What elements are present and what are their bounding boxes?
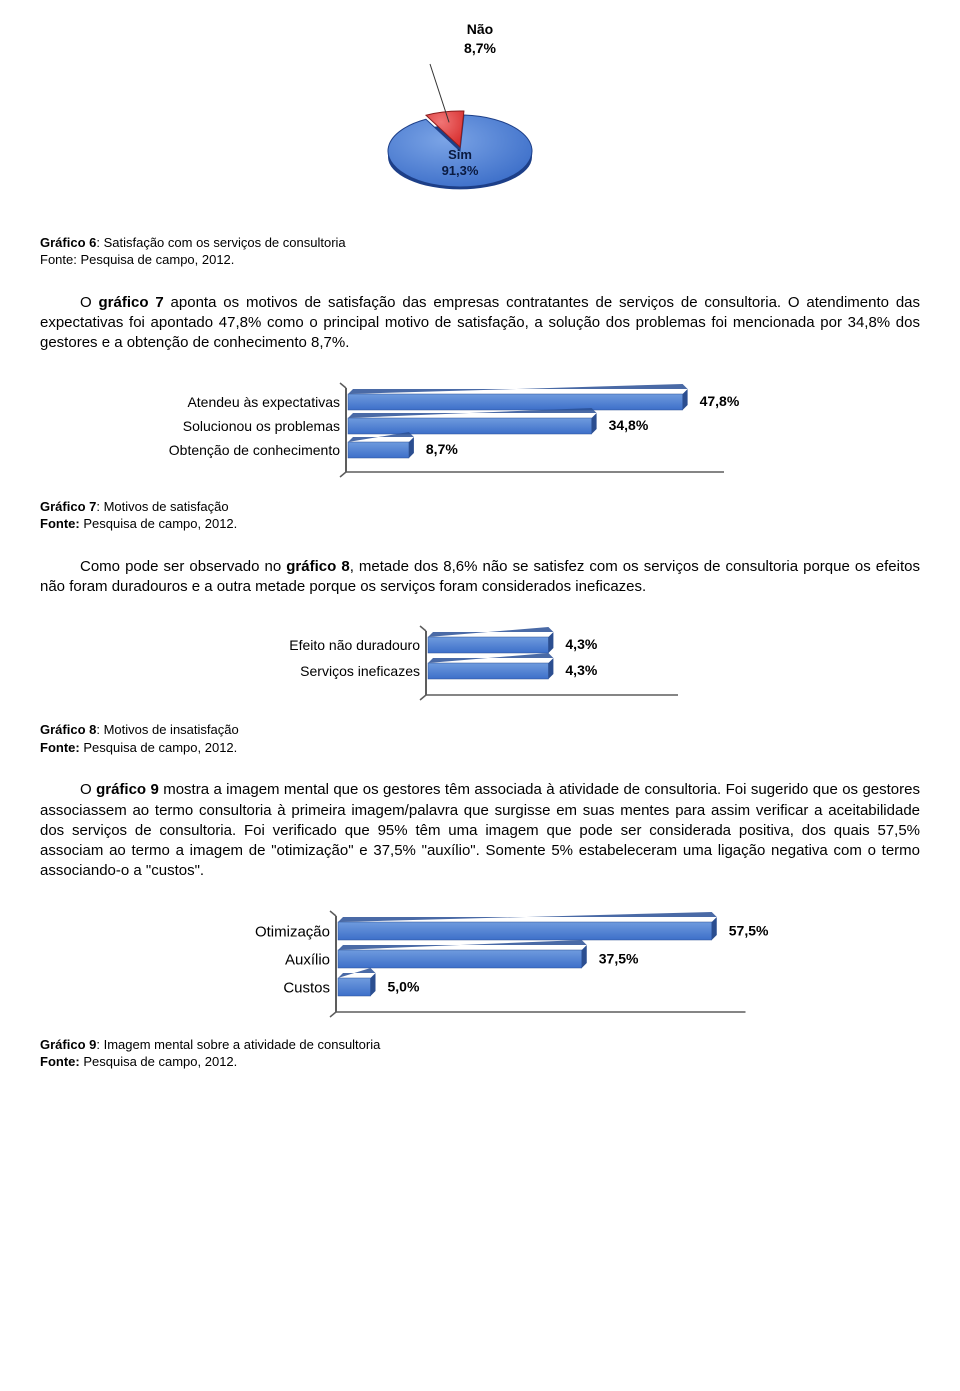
pie-label-nao-pct: 8,7% [464,40,496,56]
svg-text:Solucionou os problemas: Solucionou os problemas [183,417,340,433]
para2-bold: gráfico 8 [286,558,349,575]
paragraph-3: O gráfico 9 mostra a imagem mental que o… [40,780,920,881]
caption-8-src-rest: Pesquisa de campo, 2012. [80,740,238,755]
caption-9: Gráfico 9: Imagem mental sobre a ativida… [40,1036,920,1071]
caption-6: Gráfico 6: Satisfação com os serviços de… [40,234,920,269]
svg-text:4,3%: 4,3% [565,636,597,652]
para3-prefix: O [80,781,96,798]
caption-7-src-rest: Pesquisa de campo, 2012. [80,516,238,531]
paragraph-1: O gráfico 7 aponta os motivos de satisfa… [40,293,920,354]
pie-svg: Sim91,3% [350,56,570,226]
para1-prefix: O [80,294,99,311]
para2-prefix: Como pode ser observado no [80,558,286,575]
svg-text:91,3%: 91,3% [442,163,479,178]
para1-suffix: aponta os motivos de satisfação das empr… [40,294,920,352]
svg-text:37,5%: 37,5% [599,950,639,966]
pie-chart-6: Não 8,7% Sim91,3% [350,20,610,226]
caption-9-src-bold: Fonte: [40,1054,80,1069]
bar-chart-7: Atendeu às expectativas 47,8% Solucionou o… [40,380,920,490]
svg-text:Serviços ineficazes: Serviços ineficazes [300,663,420,679]
caption-7-src-bold: Fonte: [40,516,80,531]
caption-8-rest: : Motivos de insatisfação [96,722,238,737]
svg-text:Atendeu às expectativas: Atendeu às expectativas [187,393,340,409]
svg-text:8,7%: 8,7% [426,441,458,457]
svg-text:Custos: Custos [283,979,330,996]
bar7-svg: Atendeu às expectativas 47,8% Solucionou o… [100,380,860,490]
caption-6-rest: : Satisfação com os serviços de consulto… [96,235,345,250]
svg-text:Otimização: Otimização [255,923,330,940]
caption-9-rest: : Imagem mental sobre a atividade de con… [96,1037,380,1052]
bar-chart-8: Efeito não duradouro 4,3% Serviços inefica… [40,623,920,713]
caption-6-bold: Gráfico 6 [40,235,96,250]
svg-text:Obtenção de conhecimento: Obtenção de conhecimento [169,441,340,457]
pie-label-nao-text: Não [467,21,493,37]
caption-9-bold: Gráfico 9 [40,1037,96,1052]
para1-bold: gráfico 7 [99,294,164,311]
svg-text:Sim: Sim [448,147,472,162]
svg-text:Auxílio: Auxílio [285,951,330,968]
caption-7-rest: : Motivos de satisfação [96,499,228,514]
svg-text:34,8%: 34,8% [609,417,649,433]
bar-chart-9: Otimização 57,5% Auxílio 37,5% Custos 5,0% [40,908,920,1028]
para3-bold: gráfico 9 [96,781,159,798]
para3-suffix: mostra a imagem mental que os gestores t… [40,781,920,879]
bar8-svg: Efeito não duradouro 4,3% Serviços inefica… [170,623,790,713]
caption-8: Gráfico 8: Motivos de insatisfação Fonte… [40,721,920,756]
paragraph-2: Como pode ser observado no gráfico 8, me… [40,557,920,598]
caption-6-src: Fonte: Pesquisa de campo, 2012. [40,252,234,267]
caption-7-bold: Gráfico 7 [40,499,96,514]
svg-text:5,0%: 5,0% [388,978,420,994]
caption-8-bold: Gráfico 8 [40,722,96,737]
svg-text:Efeito não duradouro: Efeito não duradouro [289,637,420,653]
bar9-svg: Otimização 57,5% Auxílio 37,5% Custos 5,0% [130,908,830,1028]
svg-text:47,8%: 47,8% [700,393,740,409]
caption-7: Gráfico 7: Motivos de satisfação Fonte: … [40,498,920,533]
caption-9-src-rest: Pesquisa de campo, 2012. [80,1054,238,1069]
svg-text:57,5%: 57,5% [729,922,769,938]
caption-8-src-bold: Fonte: [40,740,80,755]
pie-label-nao: Não 8,7% [350,20,610,58]
svg-text:4,3%: 4,3% [565,662,597,678]
